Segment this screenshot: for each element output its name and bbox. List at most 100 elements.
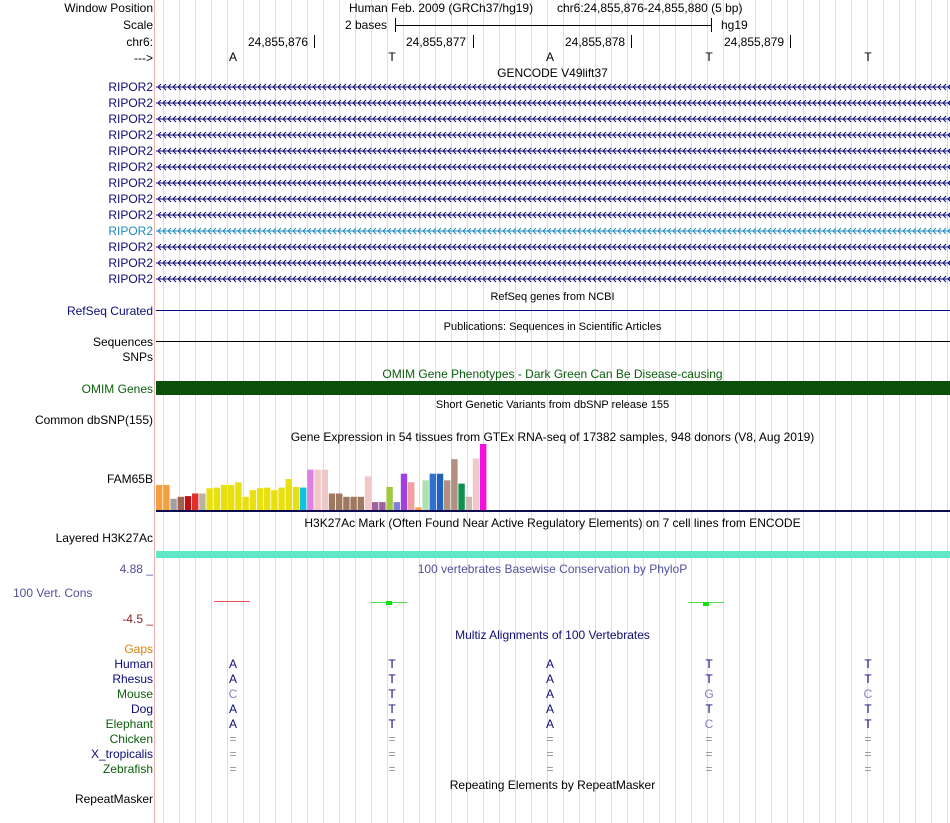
gtex-bar[interactable] bbox=[213, 487, 220, 510]
gencode-transcript-label[interactable]: RIPOR2 bbox=[108, 240, 153, 254]
gtex-bar[interactable] bbox=[436, 473, 444, 510]
species-label[interactable]: Mouse bbox=[116, 687, 153, 701]
species-label[interactable]: Zebrafish bbox=[102, 762, 153, 776]
gtex-bar[interactable] bbox=[156, 484, 163, 510]
gencode-transcript[interactable] bbox=[156, 241, 950, 253]
gtex-bar[interactable] bbox=[372, 502, 379, 510]
gtex-bar[interactable] bbox=[379, 502, 386, 510]
sequences-label[interactable]: Sequences bbox=[92, 335, 153, 349]
gtex-bar[interactable] bbox=[444, 480, 451, 510]
gtex-bar[interactable] bbox=[278, 487, 285, 510]
gencode-transcript[interactable] bbox=[156, 177, 950, 189]
gtex-bar[interactable] bbox=[170, 498, 177, 510]
gtex-bar[interactable] bbox=[328, 493, 336, 511]
gtex-bar[interactable] bbox=[314, 469, 321, 510]
species-label[interactable]: Dog bbox=[130, 702, 153, 716]
gencode-transcript-label[interactable]: RIPOR2 bbox=[108, 256, 153, 270]
gtex-bar[interactable] bbox=[300, 487, 307, 510]
omim-label[interactable]: OMIM Genes bbox=[81, 382, 153, 396]
gencode-transcript[interactable] bbox=[156, 97, 950, 109]
gtex-bar[interactable] bbox=[285, 479, 292, 510]
gridline bbox=[179, 0, 180, 823]
gtex-bar[interactable] bbox=[249, 490, 256, 510]
gtex-bar[interactable] bbox=[480, 444, 487, 510]
gencode-transcript[interactable] bbox=[156, 81, 950, 93]
repeatmasker-label[interactable]: RepeatMasker bbox=[74, 792, 153, 806]
conservation-label[interactable]: 100 Vert. Cons bbox=[13, 586, 93, 600]
gtex-bar[interactable] bbox=[177, 496, 184, 510]
gtex-bar[interactable] bbox=[192, 493, 199, 511]
gencode-transcript-label[interactable]: RIPOR2 bbox=[108, 176, 153, 190]
gtex-bar[interactable] bbox=[408, 482, 415, 510]
gencode-transcript-label[interactable]: RIPOR2 bbox=[108, 160, 153, 174]
gencode-transcript-label[interactable]: RIPOR2 bbox=[108, 128, 153, 142]
gencode-transcript-label[interactable]: RIPOR2 bbox=[108, 272, 153, 286]
gtex-bar[interactable] bbox=[228, 484, 235, 510]
gtex-bar[interactable] bbox=[307, 469, 314, 510]
species-label[interactable]: Rhesus bbox=[112, 672, 153, 686]
gtex-bar[interactable] bbox=[400, 473, 408, 510]
gtex-bar[interactable] bbox=[357, 496, 364, 510]
alignment-base: = bbox=[864, 732, 872, 746]
gencode-transcript[interactable] bbox=[156, 193, 950, 205]
gtex-bar-chart[interactable] bbox=[156, 443, 950, 513]
gencode-transcript[interactable] bbox=[156, 113, 950, 125]
h3k27ac-label[interactable]: Layered H3K27Ac bbox=[55, 531, 153, 545]
gridline bbox=[867, 0, 868, 823]
gtex-bar[interactable] bbox=[206, 488, 213, 510]
gtex-bar[interactable] bbox=[336, 493, 343, 511]
gencode-transcript[interactable] bbox=[156, 257, 950, 269]
gencode-transcript-label[interactable]: RIPOR2 bbox=[108, 208, 153, 222]
gtex-bar[interactable] bbox=[393, 502, 400, 510]
gencode-transcript-label[interactable]: RIPOR2 bbox=[108, 80, 153, 94]
gencode-transcript-label[interactable]: RIPOR2 bbox=[108, 144, 153, 158]
gtex-bar[interactable] bbox=[415, 507, 422, 510]
gencode-transcript[interactable] bbox=[156, 273, 950, 285]
snps-label[interactable]: SNPs bbox=[122, 350, 153, 364]
gencode-transcript[interactable] bbox=[156, 129, 950, 141]
dbsnp-label[interactable]: Common dbSNP(155) bbox=[34, 413, 153, 427]
gtex-bar[interactable] bbox=[386, 486, 393, 510]
gencode-transcript-label[interactable]: RIPOR2 bbox=[108, 112, 153, 126]
gtex-bar[interactable] bbox=[292, 486, 300, 510]
gtex-bar[interactable] bbox=[451, 459, 458, 510]
refseq-label[interactable]: RefSeq Curated bbox=[66, 304, 153, 318]
species-label[interactable]: Chicken bbox=[109, 732, 153, 746]
gridline bbox=[819, 0, 820, 823]
gtex-bar[interactable] bbox=[321, 469, 328, 510]
gtex-bar[interactable] bbox=[220, 484, 228, 510]
omim-bar[interactable] bbox=[156, 381, 950, 395]
gencode-transcript[interactable] bbox=[156, 145, 950, 157]
gtex-bar[interactable] bbox=[458, 483, 465, 510]
species-label[interactable]: Elephant bbox=[105, 717, 153, 731]
gtex-bar[interactable] bbox=[422, 480, 429, 510]
gtex-bar[interactable] bbox=[472, 458, 480, 511]
cons-min-label: -4.5 _ bbox=[122, 612, 153, 626]
gtex-bar[interactable] bbox=[235, 482, 242, 510]
gtex-bar[interactable] bbox=[271, 490, 278, 510]
gridline bbox=[899, 0, 900, 823]
gtex-bar[interactable] bbox=[163, 484, 170, 510]
gtex-bar[interactable] bbox=[465, 496, 472, 510]
gtex-bar[interactable] bbox=[199, 493, 206, 511]
gtex-bar[interactable] bbox=[343, 496, 350, 510]
gaps-label[interactable]: Gaps bbox=[124, 642, 153, 656]
gtex-bar[interactable] bbox=[429, 473, 436, 510]
species-label[interactable]: X_tropicalis bbox=[90, 747, 153, 761]
gencode-transcript[interactable] bbox=[156, 209, 950, 221]
gencode-transcript-label[interactable]: RIPOR2 bbox=[108, 96, 153, 110]
gencode-transcript[interactable] bbox=[156, 161, 950, 173]
gtex-bar[interactable] bbox=[264, 487, 271, 510]
gtex-bar[interactable] bbox=[184, 496, 192, 510]
gtex-bar[interactable] bbox=[350, 496, 357, 510]
gencode-transcript-label[interactable]: RIPOR2 bbox=[108, 224, 153, 238]
gtex-bar[interactable] bbox=[256, 488, 264, 510]
gtex-bar[interactable] bbox=[242, 496, 249, 510]
gtex-bar[interactable] bbox=[364, 476, 372, 510]
gtex-gene-label[interactable]: FAM65B bbox=[106, 472, 153, 486]
h3k27ac-signal[interactable] bbox=[156, 551, 950, 558]
gencode-transcript-label[interactable]: RIPOR2 bbox=[108, 192, 153, 206]
gencode-transcript[interactable] bbox=[156, 225, 950, 237]
species-label[interactable]: Human bbox=[114, 657, 153, 671]
